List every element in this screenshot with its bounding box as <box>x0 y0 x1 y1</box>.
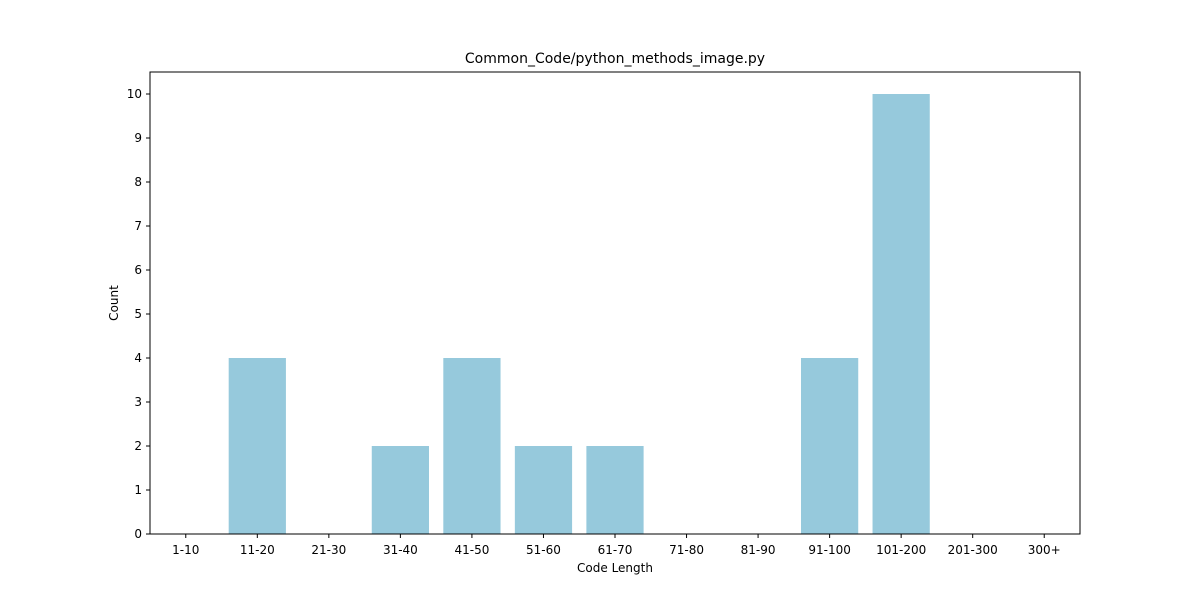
bar-5 <box>514 446 573 534</box>
bar-6 <box>586 446 644 534</box>
bar-10 <box>872 94 930 534</box>
x-tick-label-4: 41-50 <box>454 543 489 557</box>
y-tick-label-3: 3 <box>134 395 142 409</box>
y-tick-label-4: 4 <box>134 351 142 365</box>
y-tick-label-5: 5 <box>134 307 142 321</box>
y-axis-ticks: 0 1 2 3 4 5 6 7 8 9 10 <box>127 87 150 541</box>
y-tick-label-10: 10 <box>127 87 142 101</box>
x-tick-label-3: 31-40 <box>383 543 418 557</box>
plot-area-frame <box>149 71 1081 535</box>
x-tick-label-0: 1-10 <box>172 543 199 557</box>
x-tick-label-9: 91-100 <box>808 543 851 557</box>
x-tick-label-7: 71-80 <box>669 543 704 557</box>
x-tick-label-10: 101-200 <box>876 543 926 557</box>
bar-4 <box>443 358 501 534</box>
bar-3 <box>371 446 429 534</box>
y-tick-label-1: 1 <box>134 483 142 497</box>
x-axis-label: Code Length <box>577 561 653 575</box>
x-tick-label-2: 21-30 <box>311 543 346 557</box>
y-tick-label-8: 8 <box>134 175 142 189</box>
bar-9 <box>801 358 859 534</box>
x-tick-label-8: 81-90 <box>741 543 776 557</box>
y-tick-label-9: 9 <box>134 131 142 145</box>
chart-title: Common_Code/python_methods_image.py <box>465 51 765 67</box>
x-tick-label-12: 300+ <box>1028 543 1061 557</box>
x-tick-label-1: 11-20 <box>240 543 275 557</box>
x-tick-label-5: 51-60 <box>526 543 561 557</box>
y-tick-label-2: 2 <box>134 439 142 453</box>
x-axis-ticks: 1-10 11-20 21-30 31-40 41-50 51-60 61-70 71-80 8… <box>172 534 1061 557</box>
y-tick-label-6: 6 <box>134 263 142 277</box>
x-tick-label-6: 61-70 <box>598 543 633 557</box>
bar-1 <box>228 358 286 534</box>
y-axis-label: Count <box>107 285 121 321</box>
bars-group <box>228 94 930 534</box>
y-tick-label-0: 0 <box>134 527 142 541</box>
x-tick-label-11: 201-300 <box>948 543 998 557</box>
y-tick-label-7: 7 <box>134 219 142 233</box>
